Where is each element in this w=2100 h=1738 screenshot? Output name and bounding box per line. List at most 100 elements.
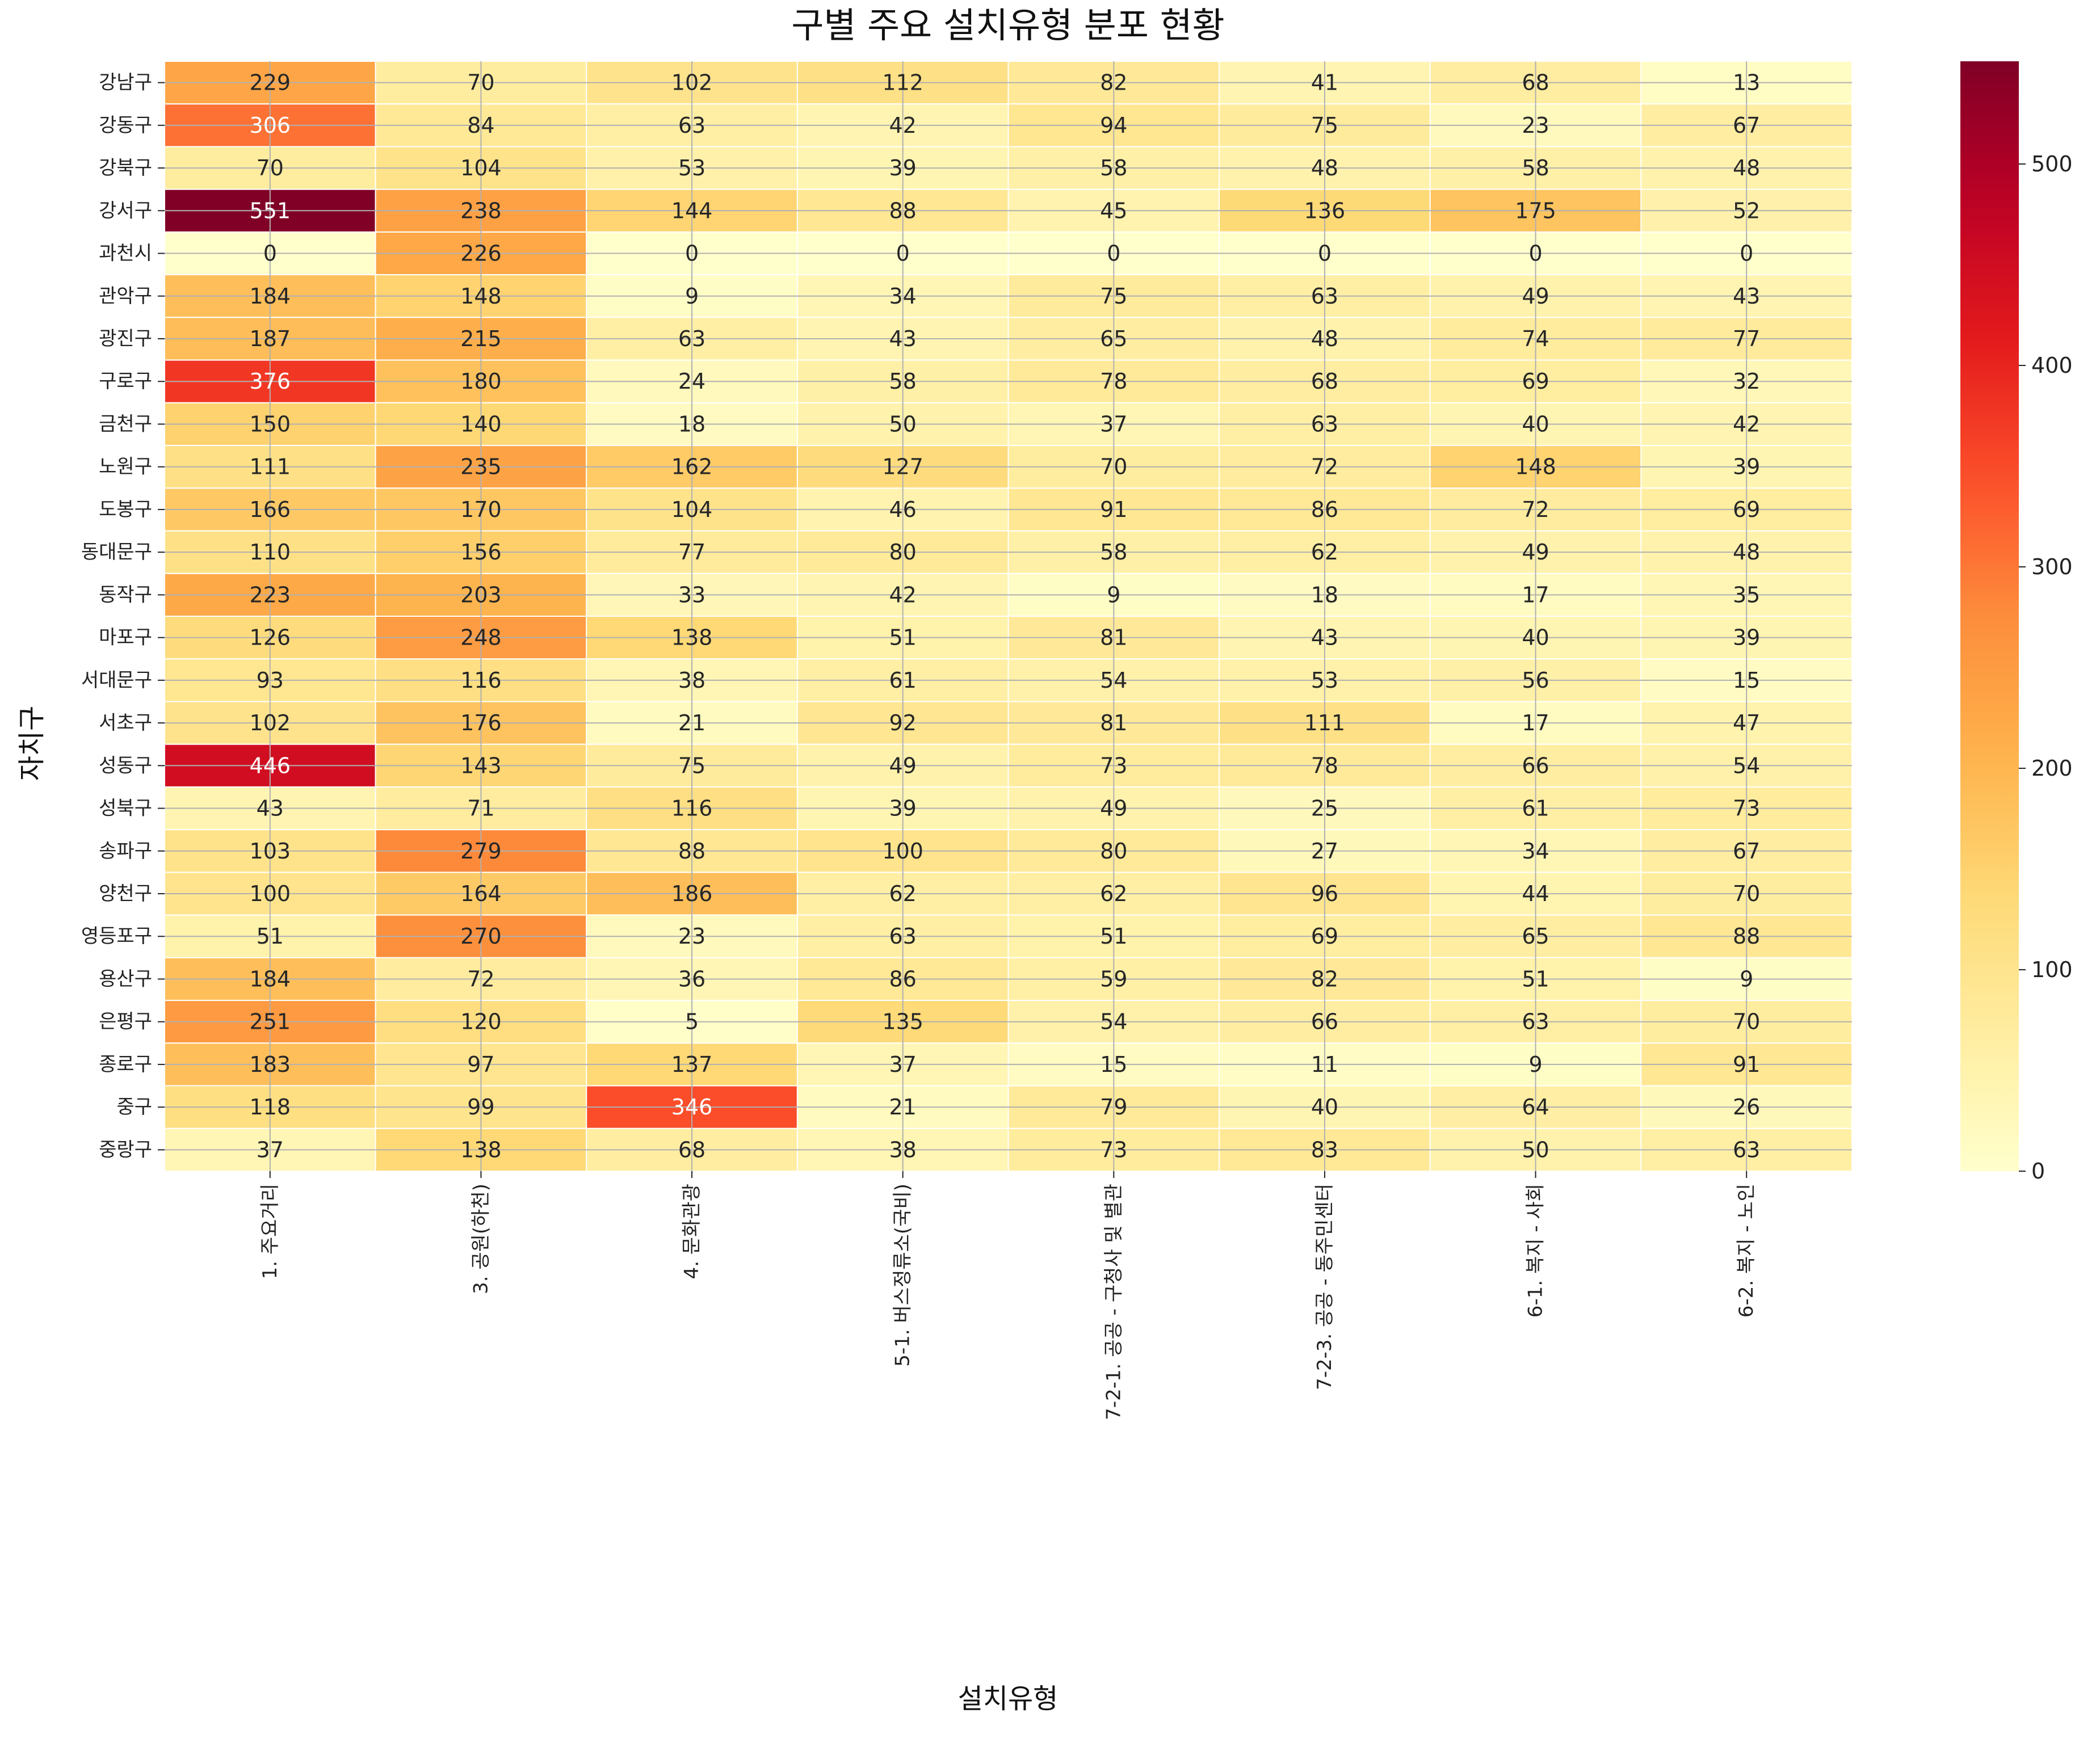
cell-value-label: 88 bbox=[1733, 924, 1760, 949]
cell-value-label: 74 bbox=[1522, 326, 1549, 351]
cell-value-label: 70 bbox=[1733, 881, 1760, 906]
cell-value-label: 183 bbox=[250, 1052, 291, 1077]
cell-value-label: 27 bbox=[1311, 839, 1338, 864]
cell-value-label: 0 bbox=[1107, 241, 1120, 266]
cell-value-label: 63 bbox=[1311, 284, 1338, 309]
cell-value-label: 136 bbox=[1304, 198, 1346, 223]
cell-value-label: 70 bbox=[257, 155, 284, 180]
cell-value-label: 81 bbox=[1100, 625, 1127, 650]
cell-value-label: 43 bbox=[1311, 625, 1338, 650]
y-tick-label: 종로구 bbox=[99, 1053, 152, 1076]
cell-value-label: 48 bbox=[1733, 155, 1760, 180]
cell-value-label: 229 bbox=[250, 70, 291, 95]
cell-value-label: 97 bbox=[467, 1052, 494, 1077]
y-axis-label: 자치구 bbox=[16, 706, 48, 781]
cell-value-label: 62 bbox=[1311, 540, 1338, 565]
colorbar-tick-label: 200 bbox=[2031, 756, 2073, 781]
cell-value-label: 116 bbox=[460, 668, 502, 693]
cell-value-label: 140 bbox=[460, 411, 502, 436]
cell-value-label: 82 bbox=[1311, 966, 1338, 991]
cell-value-label: 63 bbox=[678, 113, 705, 138]
cell-value-label: 68 bbox=[1522, 70, 1549, 95]
cell-value-label: 9 bbox=[1740, 966, 1753, 991]
cell-value-label: 48 bbox=[1733, 540, 1760, 565]
cell-value-label: 203 bbox=[460, 582, 502, 607]
colorbar-gradient bbox=[1960, 61, 2019, 1171]
y-tick-label: 강북구 bbox=[99, 157, 152, 179]
y-tick-label: 마포구 bbox=[99, 626, 152, 649]
cell-value-label: 184 bbox=[250, 966, 291, 991]
cell-value-label: 99 bbox=[467, 1095, 494, 1120]
cell-value-label: 91 bbox=[1733, 1052, 1760, 1077]
colorbar-tick-label: 500 bbox=[2031, 152, 2073, 176]
cell-value-label: 88 bbox=[678, 839, 705, 864]
cell-value-label: 184 bbox=[250, 284, 291, 309]
cell-value-label: 91 bbox=[1100, 497, 1127, 522]
y-tick-labels: 강남구강동구강북구강서구과천시관악구광진구구로구금천구노원구도봉구동대문구동작구… bbox=[81, 71, 165, 1161]
cell-value-label: 53 bbox=[1311, 668, 1338, 693]
cell-value-label: 175 bbox=[1515, 198, 1556, 223]
cell-value-label: 166 bbox=[250, 497, 291, 522]
cell-value-label: 251 bbox=[250, 1009, 291, 1034]
cell-value-label: 446 bbox=[250, 753, 291, 778]
cell-value-label: 5 bbox=[685, 1009, 699, 1034]
cell-value-label: 235 bbox=[460, 455, 502, 479]
cell-value-label: 148 bbox=[1515, 455, 1556, 479]
cell-value-label: 215 bbox=[460, 326, 502, 351]
cell-value-label: 59 bbox=[1100, 966, 1127, 991]
cell-value-label: 15 bbox=[1733, 668, 1760, 693]
cell-value-label: 306 bbox=[250, 113, 291, 138]
y-tick-label: 강서구 bbox=[99, 199, 152, 222]
y-tick-label: 강동구 bbox=[99, 114, 152, 137]
cell-value-label: 56 bbox=[1522, 668, 1549, 693]
cell-value-label: 42 bbox=[1733, 411, 1760, 436]
x-tick-label: 5-1. 버스정류소(국비) bbox=[892, 1184, 914, 1367]
cell-value-label: 81 bbox=[1100, 710, 1127, 735]
y-tick-label: 동작구 bbox=[99, 583, 152, 606]
cell-value-label: 70 bbox=[1733, 1009, 1760, 1034]
cell-value-label: 103 bbox=[250, 839, 291, 864]
cell-value-label: 86 bbox=[1311, 497, 1338, 522]
cell-value-label: 126 bbox=[250, 625, 291, 650]
cell-value-label: 77 bbox=[678, 540, 705, 565]
cell-value-label: 93 bbox=[257, 668, 284, 693]
cell-value-label: 80 bbox=[889, 540, 917, 565]
y-tick-label: 서대문구 bbox=[81, 669, 152, 692]
cell-value-label: 138 bbox=[671, 625, 713, 650]
cell-value-label: 67 bbox=[1733, 113, 1760, 138]
cell-value-label: 0 bbox=[1318, 241, 1332, 266]
cell-value-label: 248 bbox=[460, 625, 502, 650]
cell-value-label: 77 bbox=[1733, 326, 1760, 351]
cell-value-label: 104 bbox=[671, 497, 713, 522]
y-tick-label: 성동구 bbox=[99, 754, 152, 777]
cell-value-label: 42 bbox=[889, 582, 917, 607]
cell-value-label: 120 bbox=[460, 1009, 502, 1034]
colorbar-tick-label: 100 bbox=[2031, 957, 2073, 982]
y-tick-label: 도봉구 bbox=[99, 498, 152, 521]
cell-value-label: 54 bbox=[1100, 1009, 1127, 1034]
y-tick-label: 서초구 bbox=[99, 712, 152, 734]
y-tick-label: 중랑구 bbox=[99, 1138, 152, 1161]
y-tick-label: 양천구 bbox=[99, 882, 152, 905]
cell-value-label: 17 bbox=[1522, 582, 1549, 607]
cell-value-label: 24 bbox=[678, 369, 705, 394]
y-tick-label: 중구 bbox=[116, 1096, 152, 1118]
y-tick-label: 은평구 bbox=[99, 1011, 152, 1033]
colorbar-tick-label: 400 bbox=[2031, 353, 2073, 378]
cell-value-label: 48 bbox=[1311, 155, 1338, 180]
cell-value-label: 34 bbox=[889, 284, 917, 309]
cell-value-label: 118 bbox=[250, 1095, 291, 1120]
cell-value-label: 9 bbox=[685, 284, 699, 309]
cell-value-label: 43 bbox=[1733, 284, 1760, 309]
cell-value-label: 551 bbox=[250, 198, 291, 223]
cell-value-label: 40 bbox=[1311, 1095, 1338, 1120]
cell-value-label: 138 bbox=[460, 1137, 502, 1162]
x-tick-label: 3. 공원(하천) bbox=[469, 1184, 492, 1294]
x-tick-label: 1. 주요거리 bbox=[259, 1184, 282, 1279]
cell-value-label: 72 bbox=[1311, 455, 1338, 479]
cell-value-label: 39 bbox=[1733, 625, 1760, 650]
y-tick-label: 성북구 bbox=[99, 797, 152, 820]
cell-value-label: 162 bbox=[671, 455, 713, 479]
